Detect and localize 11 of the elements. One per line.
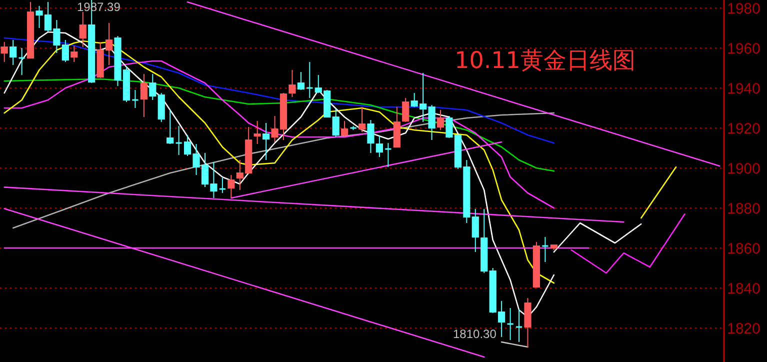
y-tick-label: 1980 — [727, 0, 760, 18]
y-tick-label: 1840 — [727, 280, 760, 298]
annotation: 1810.30 — [453, 327, 497, 341]
y-tick-label: 1820 — [727, 320, 760, 338]
text: 10.11黄金日线图 — [454, 48, 636, 74]
y-tick-label: 1940 — [727, 80, 760, 98]
y-tick-label: 1860 — [727, 240, 760, 258]
y-tick-label: 1920 — [727, 120, 760, 138]
y-tick-label: 1900 — [727, 160, 760, 178]
y-tick-label: 1880 — [727, 200, 760, 218]
y-tick-label: 1960 — [727, 40, 760, 58]
